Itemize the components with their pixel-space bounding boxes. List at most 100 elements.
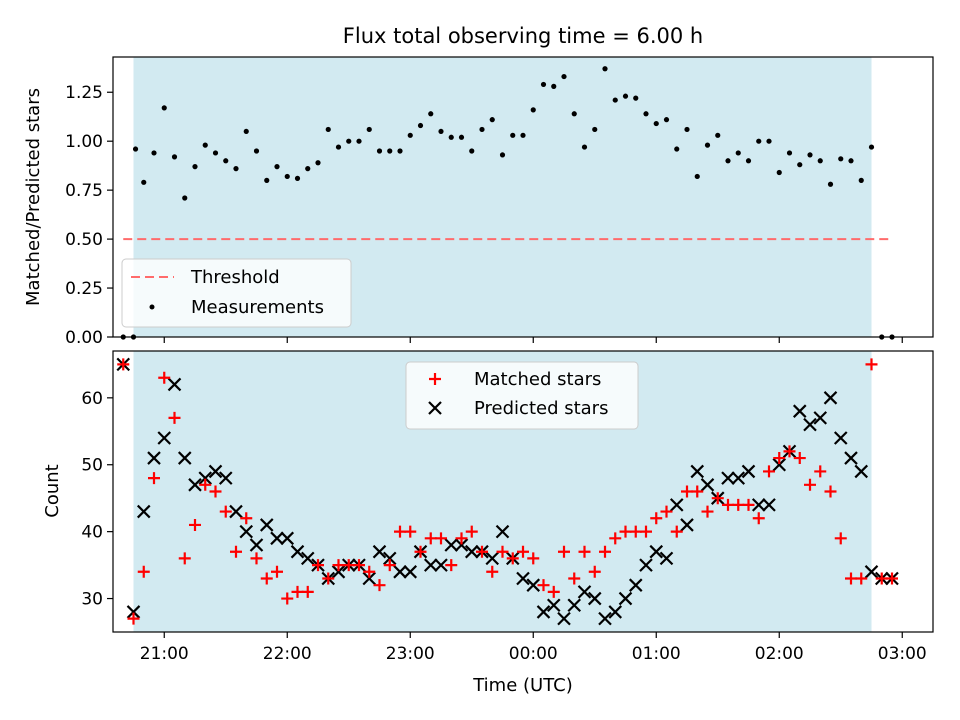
measurement-point [132, 146, 139, 152]
matched-stars-point [404, 525, 417, 538]
matched-stars-point [373, 579, 386, 592]
predicted-stars-point [721, 471, 735, 485]
top-legend: Threshold Measurements [121, 258, 352, 328]
measurement-point [540, 81, 547, 88]
predicted-stars-point [833, 431, 848, 445]
matched-stars-point [865, 358, 878, 371]
bottom-x-ticks: 21:00 22:00 23:00 00:00 01:00 02:00 03:00 [140, 632, 927, 664]
top-panel: 0.00 0.25 0.50 0.75 1.00 1.25 Matched/Predict… [23, 56, 934, 348]
bottom-y-tick-label: 60 [81, 389, 103, 409]
matched-stars-point [342, 559, 355, 572]
matched-stars-point [435, 532, 447, 545]
measurement-point [397, 148, 403, 154]
x-tick-label: 02:00 [755, 644, 804, 664]
x-tick-label: 03:00 [878, 644, 927, 664]
predicted-stars-point [259, 518, 274, 532]
predicted-stars-point [270, 531, 284, 546]
legend-measurements-label: Measurements [191, 297, 324, 318]
predicted-stars-point [803, 417, 817, 432]
measurement-point [325, 126, 331, 133]
matched-stars-point [855, 572, 868, 585]
matched-stars-point [322, 572, 335, 585]
predicted-stars-point [516, 571, 530, 586]
measurement-point [510, 132, 516, 138]
predicted-stars-point [249, 538, 264, 552]
matched-stars-point [219, 505, 232, 518]
matched-stars-point [660, 505, 673, 518]
predicted-stars-point [772, 457, 787, 472]
matched-stars-point [353, 559, 365, 572]
matched-stars-point [834, 532, 847, 545]
x-axis-label: Time (UTC) [472, 675, 573, 696]
measurement-point [715, 132, 721, 138]
matched-stars-point [814, 465, 827, 478]
matched-stars-point [178, 552, 191, 565]
matched-stars-point [629, 525, 642, 538]
predicted-stars-point [464, 544, 479, 559]
top-legend-box [121, 258, 352, 328]
measurement-point [848, 158, 854, 164]
bottom-legend-box [405, 361, 639, 430]
predicted-stars-point [639, 558, 653, 572]
x-tick-label: 01:00 [632, 644, 681, 664]
matched-stars-point [424, 532, 437, 545]
measurement-point [561, 73, 567, 80]
measurement-point [141, 179, 147, 185]
matched-stars-point [752, 512, 765, 525]
measurement-point [192, 164, 198, 170]
matched-stars-point [670, 525, 683, 538]
measurement-point [633, 95, 639, 101]
predicted-stars-point [741, 464, 756, 479]
measurement-point [602, 66, 608, 72]
predicted-stars-point [485, 551, 500, 566]
x-tick-label: 23:00 [386, 644, 435, 664]
matched-stars-point [742, 498, 755, 511]
matched-stars-point [260, 572, 273, 585]
matched-stars-point [732, 498, 745, 511]
measurement-point [776, 169, 782, 176]
measurement-point [704, 142, 711, 148]
predicted-stars-point [536, 605, 551, 619]
matched-stars-point [773, 452, 786, 465]
matched-stars-point [558, 545, 570, 558]
predicted-stars-point [731, 471, 746, 485]
measurement-point [212, 150, 219, 156]
matched-stars-point [486, 565, 499, 578]
matched-stars-point [363, 565, 376, 578]
measurement-point [469, 148, 475, 154]
matched-stars-point [763, 465, 775, 478]
matched-stars-point [117, 358, 130, 371]
matched-stars-point [875, 572, 888, 585]
predicted-stars-point [700, 478, 715, 492]
predicted-stars-point [280, 531, 295, 546]
bottom-plot-frame [112, 350, 934, 633]
matched-stars-point [281, 592, 294, 605]
measurement-point [653, 120, 659, 127]
predicted-stars-point [167, 377, 182, 392]
measurement-point [571, 111, 577, 117]
count-points [116, 357, 899, 626]
matched-stars-point [517, 545, 529, 558]
measurement-point [202, 142, 208, 148]
measurement-point [243, 128, 249, 135]
predicted-stars-point [669, 498, 684, 512]
matched-stars-point [568, 572, 581, 585]
predicted-stars-point [751, 498, 766, 512]
top-y-tick-label: 1.25 [65, 83, 103, 103]
predicted-stars-point [659, 551, 674, 566]
predicted-stars-point [813, 411, 828, 425]
measurement-point [499, 152, 506, 158]
matched-stars-point [250, 552, 263, 565]
measurement-point [684, 126, 690, 133]
matched-stars-point [189, 518, 201, 531]
matched-stars-point [414, 545, 427, 558]
measurement-point [438, 128, 444, 135]
measurement-point [745, 158, 752, 164]
matched-stars-point [701, 505, 714, 518]
legend-predicted-swatch [428, 401, 442, 415]
predicted-stars-point [362, 571, 377, 586]
matched-stars-point [168, 411, 181, 424]
matched-stars-point [148, 472, 160, 485]
predicted-stars-point [577, 585, 592, 599]
top-y-tick-label: 0.75 [65, 181, 103, 201]
